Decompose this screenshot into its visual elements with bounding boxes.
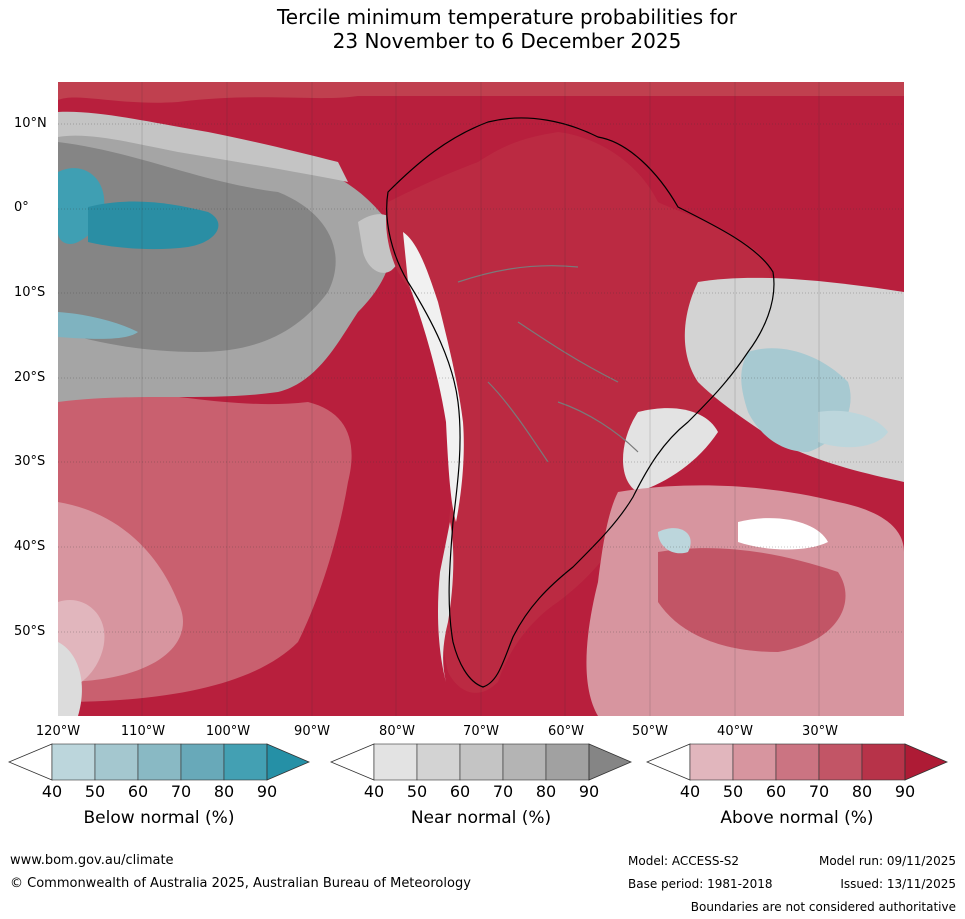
title-line-2: 23 November to 6 December 2025 — [332, 29, 682, 53]
colorbar-above-swatch-lo — [646, 743, 691, 781]
colorbar-above-swatch-2 — [732, 743, 777, 781]
copyright-text: © Commonwealth of Australia 2025, Austra… — [10, 876, 471, 891]
lon-label-30w: 30°W — [802, 724, 838, 739]
lon-label-50w: 50°W — [632, 724, 668, 739]
below-normal-label: Below normal (%) — [83, 808, 235, 828]
below-tick-70: 70 — [170, 782, 192, 801]
chart-title: Tercile minimum temperature probabilitie… — [0, 5, 965, 53]
below-tick-90: 90 — [256, 782, 278, 801]
issued-text: Issued: 13/11/2025 — [840, 877, 956, 891]
lon-label-90w: 90°W — [294, 724, 330, 739]
colorbar-below-swatch-2 — [94, 743, 139, 781]
colorbar-near-swatch-1 — [373, 743, 418, 781]
lon-label-40w: 40°W — [717, 724, 753, 739]
below-tick-40: 40 — [41, 782, 63, 801]
lat-label-10n: 10°N — [14, 116, 47, 131]
map-canvas — [58, 82, 904, 716]
colorbar-below-swatch-1 — [51, 743, 96, 781]
colorbar-near-swatch-3 — [459, 743, 504, 781]
title-line-1: Tercile minimum temperature probabilitie… — [276, 5, 738, 29]
lat-label-50s: 50°S — [14, 624, 46, 639]
above-normal-label: Above normal (%) — [720, 808, 874, 828]
colorbar-above-swatch-4 — [818, 743, 863, 781]
colorbar-near-swatch-hi — [588, 743, 632, 781]
colorbar-above-swatch-3 — [775, 743, 820, 781]
lon-label-70w: 70°W — [463, 724, 499, 739]
colorbar-below-swatch-hi — [266, 743, 310, 781]
lon-label-110w: 110°W — [120, 724, 166, 739]
colorbar-below-swatch-3 — [137, 743, 182, 781]
colorbar-above-normal — [646, 743, 948, 781]
probability-map — [58, 82, 904, 716]
colorbar-above-swatch-hi — [904, 743, 948, 781]
lat-label-40s: 40°S — [14, 539, 46, 554]
near-normal-label: Near normal (%) — [410, 808, 552, 828]
near-tick-40: 40 — [363, 782, 385, 801]
model-run-text: Model run: 09/11/2025 — [818, 854, 956, 868]
above-tick-80: 80 — [851, 782, 873, 801]
colorbar-above-swatch-5 — [861, 743, 906, 781]
above-tick-60: 60 — [765, 782, 787, 801]
above-tick-40: 40 — [679, 782, 701, 801]
lon-label-60w: 60°W — [548, 724, 584, 739]
colorbar-below-swatch-lo — [8, 743, 53, 781]
lon-label-120w: 120°W — [35, 724, 81, 739]
lon-label-100w: 100°W — [205, 724, 251, 739]
near-tick-70: 70 — [492, 782, 514, 801]
base-period-text: Base period: 1981-2018 — [628, 877, 773, 891]
colorbar-near-swatch-4 — [502, 743, 547, 781]
lat-label-0: 0° — [14, 200, 29, 215]
lat-label-30s: 30°S — [14, 454, 46, 469]
below-tick-60: 60 — [127, 782, 149, 801]
below-tick-50: 50 — [84, 782, 106, 801]
near-tick-90: 90 — [578, 782, 600, 801]
above-tick-90: 90 — [894, 782, 916, 801]
lon-label-80w: 80°W — [379, 724, 415, 739]
colorbar-near-normal — [330, 743, 632, 781]
colorbar-below-normal — [8, 743, 310, 781]
above-tick-70: 70 — [808, 782, 830, 801]
colorbar-below-swatch-5 — [223, 743, 268, 781]
disclaimer-text: Boundaries are not considered authoritat… — [690, 900, 956, 914]
lat-label-20s: 20°S — [14, 370, 46, 385]
colorbar-above-swatch-1 — [689, 743, 734, 781]
colorbar-near-swatch-2 — [416, 743, 461, 781]
website-link[interactable]: www.bom.gov.au/climate — [10, 853, 174, 868]
near-tick-50: 50 — [406, 782, 428, 801]
above-tick-50: 50 — [722, 782, 744, 801]
colorbar-below-swatch-4 — [180, 743, 225, 781]
model-text: Model: ACCESS-S2 — [628, 854, 740, 868]
near-tick-80: 80 — [535, 782, 557, 801]
below-tick-80: 80 — [213, 782, 235, 801]
colorbar-near-swatch-lo — [330, 743, 375, 781]
colorbar-near-swatch-5 — [545, 743, 590, 781]
lat-label-10s: 10°S — [14, 285, 46, 300]
near-tick-60: 60 — [449, 782, 471, 801]
